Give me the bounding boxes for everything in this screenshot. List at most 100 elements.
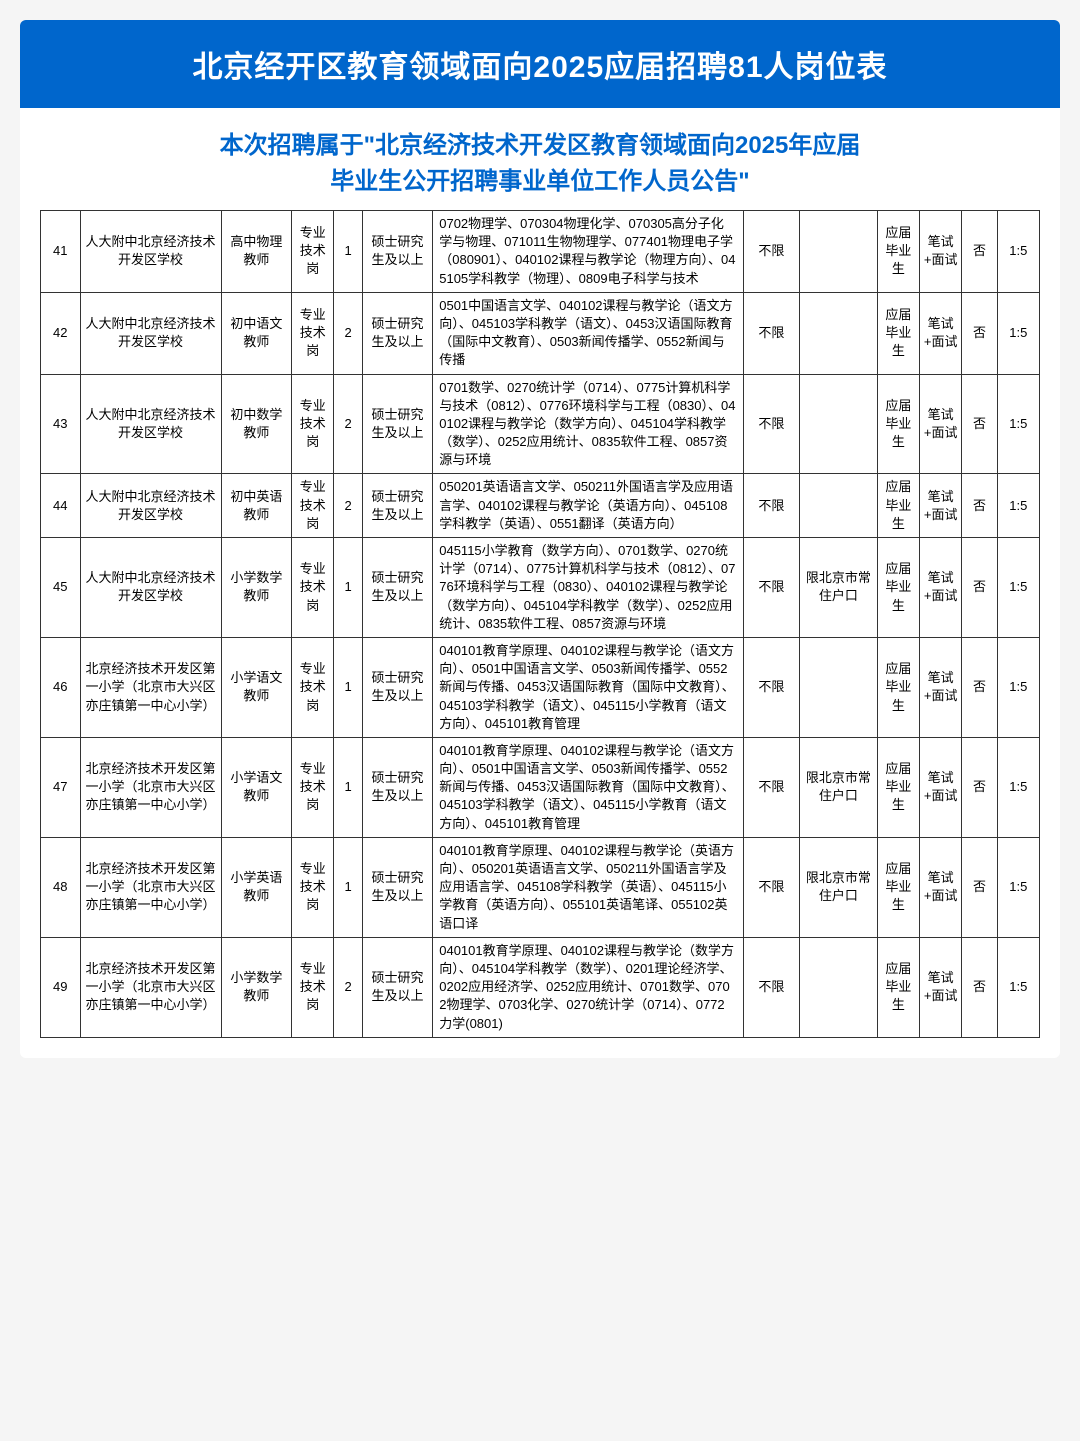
cell-education: 硕士研究生及以上	[362, 292, 433, 374]
cell-education: 硕士研究生及以上	[362, 474, 433, 538]
cell-flag: 否	[962, 737, 997, 837]
cell-type: 专业技术岗	[292, 292, 334, 374]
cell-graduate: 应届毕业生	[877, 737, 919, 837]
cell-major: 040101教育学原理、040102课程与教学论（英语方向）、050201英语语…	[433, 837, 743, 937]
cell-limit1: 不限	[743, 538, 799, 638]
cell-type: 专业技术岗	[292, 837, 334, 937]
cell-index: 48	[41, 837, 81, 937]
cell-major: 0701数学、0270统计学（0714）、0775计算机科学与技术（0812）、…	[433, 374, 743, 474]
cell-school: 人大附中北京经济技术开发区学校	[80, 538, 221, 638]
cell-flag: 否	[962, 374, 997, 474]
cell-education: 硕士研究生及以上	[362, 538, 433, 638]
cell-flag: 否	[962, 538, 997, 638]
cell-ratio: 1:5	[997, 211, 1039, 293]
cell-major: 0501中国语言文学、040102课程与教学论（语文方向）、045103学科教学…	[433, 292, 743, 374]
cell-exam: 笔试+面试	[920, 637, 962, 737]
cell-flag: 否	[962, 837, 997, 937]
cell-count: 2	[334, 937, 362, 1037]
cell-education: 硕士研究生及以上	[362, 637, 433, 737]
cell-limit1: 不限	[743, 211, 799, 293]
cell-ratio: 1:5	[997, 737, 1039, 837]
cell-major: 040101教育学原理、040102课程与教学论（语文方向）、0501中国语言文…	[433, 737, 743, 837]
subtitle-line2: 毕业生公开招聘事业单位工作人员公告"	[330, 168, 749, 195]
cell-graduate: 应届毕业生	[877, 374, 919, 474]
cell-exam: 笔试+面试	[920, 737, 962, 837]
cell-index: 45	[41, 538, 81, 638]
cell-major: 045115小学教育（数学方向）、0701数学、0270统计学（0714）、07…	[433, 538, 743, 638]
cell-school: 人大附中北京经济技术开发区学校	[80, 211, 221, 293]
cell-education: 硕士研究生及以上	[362, 937, 433, 1037]
cell-count: 2	[334, 474, 362, 538]
cell-count: 1	[334, 538, 362, 638]
cell-count: 1	[334, 211, 362, 293]
cell-type: 专业技术岗	[292, 474, 334, 538]
cell-education: 硕士研究生及以上	[362, 211, 433, 293]
cell-graduate: 应届毕业生	[877, 211, 919, 293]
cell-ratio: 1:5	[997, 937, 1039, 1037]
table-row: 43人大附中北京经济技术开发区学校初中数学教师专业技术岗2硕士研究生及以上070…	[41, 374, 1040, 474]
cell-position: 初中英语教师	[221, 474, 292, 538]
cell-position: 高中物理教师	[221, 211, 292, 293]
cell-index: 44	[41, 474, 81, 538]
cell-school: 北京经济技术开发区第一小学（北京市大兴区亦庄镇第一中心小学）	[80, 737, 221, 837]
cell-graduate: 应届毕业生	[877, 937, 919, 1037]
cell-limit2	[800, 937, 878, 1037]
cell-ratio: 1:5	[997, 374, 1039, 474]
cell-exam: 笔试+面试	[920, 211, 962, 293]
cell-index: 47	[41, 737, 81, 837]
cell-index: 43	[41, 374, 81, 474]
cell-exam: 笔试+面试	[920, 374, 962, 474]
cell-flag: 否	[962, 637, 997, 737]
subtitle-line1: 本次招聘属于"北京经济技术开发区教育领域面向2025年应届	[220, 132, 861, 159]
cell-exam: 笔试+面试	[920, 292, 962, 374]
cell-index: 42	[41, 292, 81, 374]
cell-count: 1	[334, 837, 362, 937]
cell-flag: 否	[962, 211, 997, 293]
subtitle: 本次招聘属于"北京经济技术开发区教育领域面向2025年应届 毕业生公开招聘事业单…	[20, 108, 1060, 210]
cell-type: 专业技术岗	[292, 637, 334, 737]
cell-count: 1	[334, 637, 362, 737]
cell-school: 北京经济技术开发区第一小学（北京市大兴区亦庄镇第一中心小学）	[80, 937, 221, 1037]
cell-count: 2	[334, 292, 362, 374]
cell-limit1: 不限	[743, 937, 799, 1037]
table-row: 47北京经济技术开发区第一小学（北京市大兴区亦庄镇第一中心小学）小学语文教师专业…	[41, 737, 1040, 837]
cell-graduate: 应届毕业生	[877, 474, 919, 538]
cell-education: 硕士研究生及以上	[362, 737, 433, 837]
title-banner: 北京经开区教育领域面向2025应届招聘81人岗位表	[20, 20, 1060, 108]
cell-limit1: 不限	[743, 474, 799, 538]
cell-index: 46	[41, 637, 81, 737]
cell-exam: 笔试+面试	[920, 474, 962, 538]
cell-limit1: 不限	[743, 737, 799, 837]
cell-index: 41	[41, 211, 81, 293]
cell-position: 小学数学教师	[221, 937, 292, 1037]
cell-type: 专业技术岗	[292, 374, 334, 474]
cell-flag: 否	[962, 292, 997, 374]
cell-flag: 否	[962, 937, 997, 1037]
cell-major: 040101教育学原理、040102课程与教学论（数学方向）、045104学科教…	[433, 937, 743, 1037]
cell-graduate: 应届毕业生	[877, 292, 919, 374]
cell-count: 2	[334, 374, 362, 474]
document-container: 北京经开区教育领域面向2025应届招聘81人岗位表 本次招聘属于"北京经济技术开…	[20, 20, 1060, 1058]
cell-flag: 否	[962, 474, 997, 538]
cell-position: 初中语文教师	[221, 292, 292, 374]
cell-graduate: 应届毕业生	[877, 538, 919, 638]
cell-index: 49	[41, 937, 81, 1037]
cell-ratio: 1:5	[997, 538, 1039, 638]
cell-ratio: 1:5	[997, 637, 1039, 737]
cell-exam: 笔试+面试	[920, 837, 962, 937]
cell-ratio: 1:5	[997, 837, 1039, 937]
table-row: 41人大附中北京经济技术开发区学校高中物理教师专业技术岗1硕士研究生及以上070…	[41, 211, 1040, 293]
cell-limit2	[800, 211, 878, 293]
table-row: 49北京经济技术开发区第一小学（北京市大兴区亦庄镇第一中心小学）小学数学教师专业…	[41, 937, 1040, 1037]
table-wrapper: 41人大附中北京经济技术开发区学校高中物理教师专业技术岗1硕士研究生及以上070…	[20, 210, 1060, 1058]
cell-graduate: 应届毕业生	[877, 637, 919, 737]
cell-position: 初中数学教师	[221, 374, 292, 474]
cell-school: 人大附中北京经济技术开发区学校	[80, 292, 221, 374]
cell-type: 专业技术岗	[292, 211, 334, 293]
cell-exam: 笔试+面试	[920, 937, 962, 1037]
cell-school: 人大附中北京经济技术开发区学校	[80, 374, 221, 474]
cell-education: 硕士研究生及以上	[362, 837, 433, 937]
table-row: 42人大附中北京经济技术开发区学校初中语文教师专业技术岗2硕士研究生及以上050…	[41, 292, 1040, 374]
job-table: 41人大附中北京经济技术开发区学校高中物理教师专业技术岗1硕士研究生及以上070…	[40, 210, 1040, 1038]
cell-position: 小学语文教师	[221, 737, 292, 837]
